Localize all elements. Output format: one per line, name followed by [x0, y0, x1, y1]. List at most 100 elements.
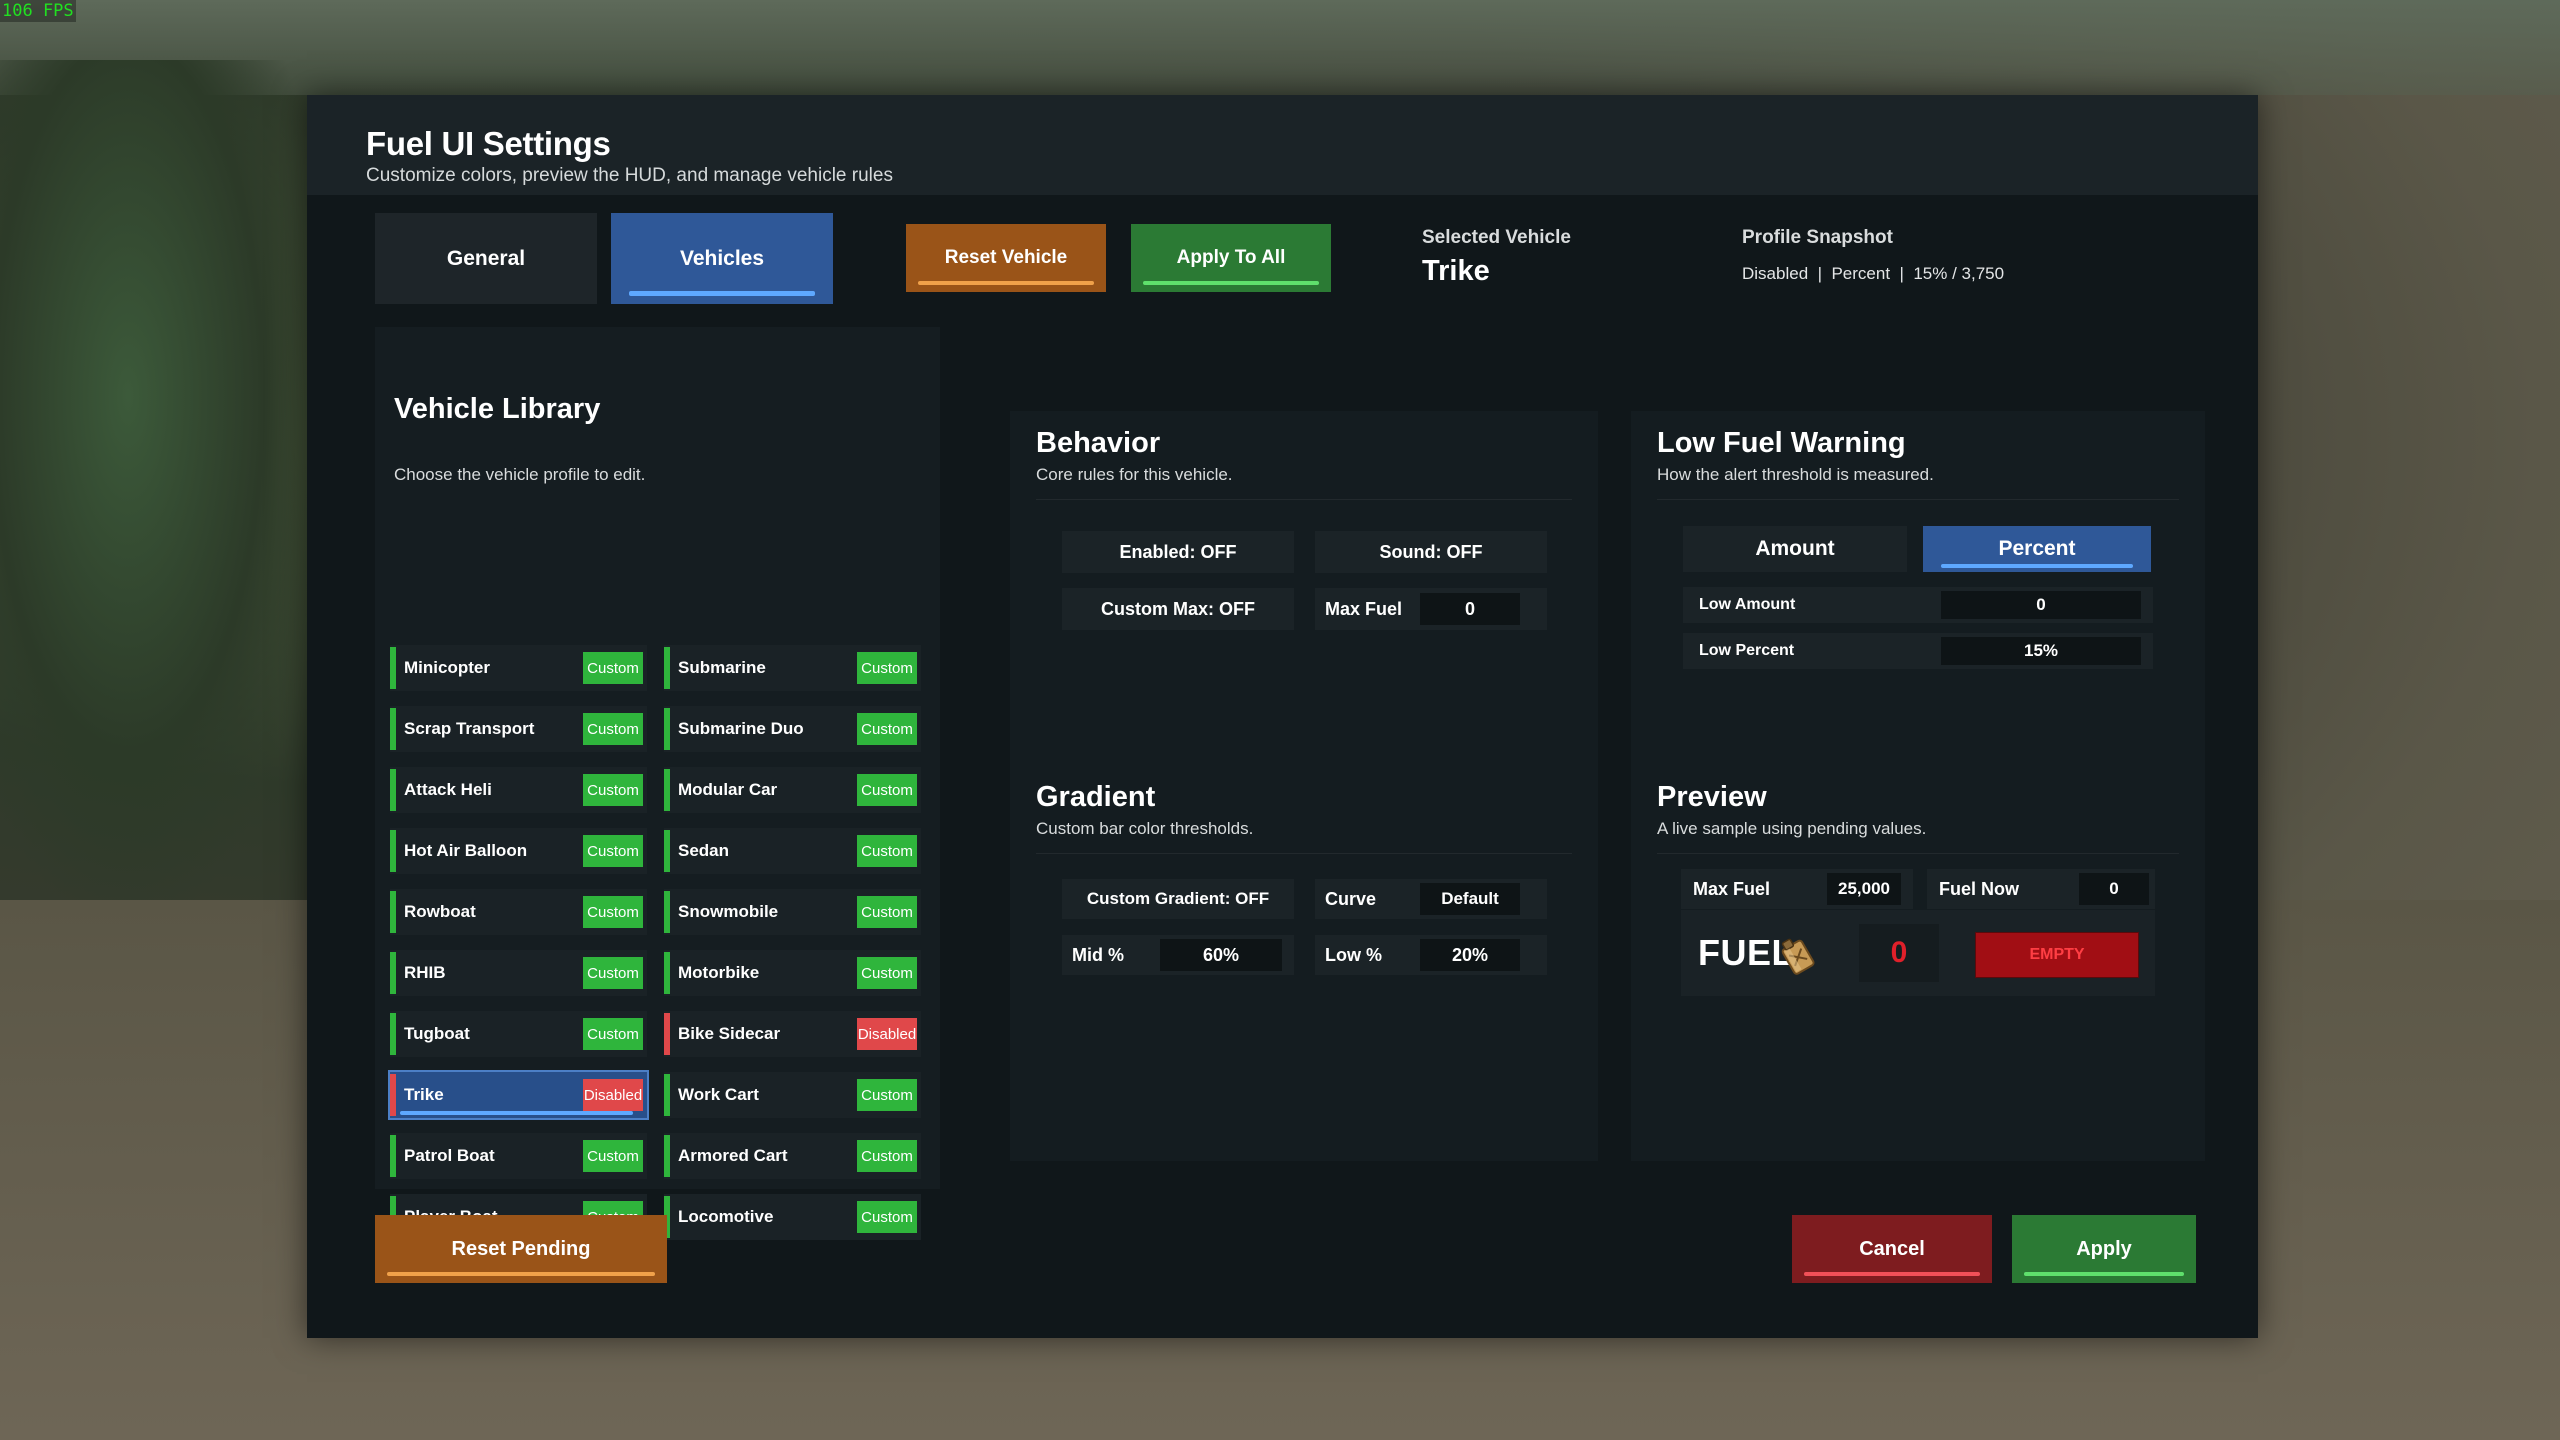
game-background-top: [0, 0, 2560, 95]
vehicle-item[interactable]: Sedan Custom: [664, 828, 921, 874]
mode-percent-button[interactable]: Percent: [1923, 526, 2151, 572]
vehicle-item[interactable]: Bike Sidecar Disabled: [664, 1011, 921, 1057]
mode-active-indicator: [1941, 564, 2133, 568]
vehicle-item[interactable]: Motorbike Custom: [664, 950, 921, 996]
fuel-hud-status-bar: EMPTY: [1975, 932, 2139, 978]
vehicle-status-bar: [664, 891, 670, 933]
vehicle-status-bar: [390, 952, 396, 994]
fps-counter: 106 FPS: [0, 0, 76, 22]
vehicle-item[interactable]: Snowmobile Custom: [664, 889, 921, 935]
vehicle-item[interactable]: Minicopter Custom: [390, 645, 647, 691]
vehicle-item[interactable]: Hot Air Balloon Custom: [390, 828, 647, 874]
divider: [1036, 853, 1572, 854]
panel-header: Fuel UI Settings Customize colors, previ…: [307, 95, 2258, 195]
vehicle-name: Sedan: [678, 841, 730, 860]
vehicle-status-badge: Custom: [857, 774, 917, 806]
apply-to-all-label: Apply To All: [1176, 247, 1286, 268]
gradient-card: Gradient Custom bar color thresholds. Cu…: [1010, 765, 1598, 1161]
button-underline: [387, 1272, 655, 1276]
vehicle-item[interactable]: Tugboat Custom: [390, 1011, 647, 1057]
profile-snapshot-label: Profile Snapshot: [1742, 227, 1893, 248]
vehicle-name: Attack Heli: [404, 780, 492, 799]
fuel-hud-preview: FUEL 0 EMPTY: [1681, 910, 2155, 996]
vehicle-name: Submarine: [678, 658, 766, 677]
vehicle-status-badge: Custom: [583, 652, 643, 684]
vehicle-status-badge: Custom: [857, 1140, 917, 1172]
mid-percent-label: Mid %: [1072, 944, 1124, 965]
divider: [1657, 853, 2179, 854]
vehicle-item[interactable]: Patrol Boat Custom: [390, 1133, 647, 1179]
custom-gradient-toggle[interactable]: Custom Gradient: OFF: [1062, 879, 1294, 919]
fuel-hud-value: 0: [1859, 924, 1939, 982]
preview-card: Preview A live sample using pending valu…: [1631, 765, 2205, 1161]
divider: [1036, 499, 1572, 500]
vehicle-status-bar: [664, 1013, 670, 1055]
vehicle-library-subtitle: Choose the vehicle profile to edit.: [394, 465, 646, 484]
preview-fuel-now-input[interactable]: 0: [2079, 873, 2149, 905]
vehicle-item[interactable]: Trike Disabled: [388, 1070, 649, 1120]
button-underline: [918, 281, 1094, 285]
vehicle-item[interactable]: Submarine Custom: [664, 645, 921, 691]
gradient-subtitle: Custom bar color thresholds.: [1036, 819, 1254, 838]
preview-subtitle: A live sample using pending values.: [1657, 819, 1927, 838]
vehicle-status-badge: Custom: [857, 713, 917, 745]
vehicle-name: Bike Sidecar: [678, 1024, 781, 1043]
custom-max-toggle[interactable]: Custom Max: OFF: [1062, 588, 1294, 630]
reset-pending-button[interactable]: Reset Pending: [375, 1215, 667, 1283]
behavior-card: Behavior Core rules for this vehicle. En…: [1010, 411, 1598, 797]
button-underline: [1804, 1272, 1980, 1276]
vehicle-name: RHIB: [404, 963, 446, 982]
vehicle-name: Snowmobile: [678, 902, 779, 921]
vehicle-name: Motorbike: [678, 963, 760, 982]
panel-title: Fuel UI Settings: [366, 125, 611, 162]
reset-vehicle-button[interactable]: Reset Vehicle: [906, 224, 1106, 292]
low-fuel-warning-card: Low Fuel Warning How the alert threshold…: [1631, 411, 2205, 797]
preview-fuel-now-label: Fuel Now: [1939, 878, 2019, 899]
vehicle-name: Trike: [404, 1085, 444, 1104]
curve-select[interactable]: Default: [1420, 883, 1520, 915]
vehicle-status-bar: [664, 1196, 670, 1238]
low-amount-label: Low Amount: [1699, 596, 1796, 613]
vehicle-item[interactable]: Scrap Transport Custom: [390, 706, 647, 752]
vehicle-item[interactable]: RHIB Custom: [390, 950, 647, 996]
apply-button[interactable]: Apply: [2012, 1215, 2196, 1283]
max-fuel-label: Max Fuel: [1325, 598, 1403, 619]
vehicle-status-badge: Custom: [583, 835, 643, 867]
mode-amount-button[interactable]: Amount: [1683, 526, 1907, 572]
mid-percent-input[interactable]: 60%: [1160, 939, 1282, 971]
behavior-title: Behavior: [1036, 427, 1161, 459]
vehicle-status-bar: [664, 1135, 670, 1177]
vehicle-name: Patrol Boat: [404, 1146, 495, 1165]
enabled-toggle[interactable]: Enabled: OFF: [1062, 531, 1294, 573]
vehicle-item[interactable]: Attack Heli Custom: [390, 767, 647, 813]
vehicle-item[interactable]: Work Cart Custom: [664, 1072, 921, 1118]
low-fuel-title: Low Fuel Warning: [1657, 427, 1906, 459]
vehicle-name: Work Cart: [678, 1085, 759, 1104]
game-background-tree: [0, 60, 320, 900]
vehicle-item[interactable]: Modular Car Custom: [664, 767, 921, 813]
custom-max-toggle-label: Custom Max: OFF: [1100, 598, 1255, 619]
apply-label: Apply: [2076, 1237, 2132, 1260]
tab-general[interactable]: General: [375, 213, 597, 304]
tab-vehicles[interactable]: Vehicles: [611, 213, 833, 304]
mode-percent-label: Percent: [1998, 537, 2076, 560]
vehicle-item[interactable]: Rowboat Custom: [390, 889, 647, 935]
vehicle-status-bar: [664, 769, 670, 811]
max-fuel-input[interactable]: 0: [1420, 593, 1520, 625]
vehicle-status-badge: Disabled: [583, 1079, 643, 1111]
vehicle-status-bar: [390, 1074, 396, 1116]
vehicle-item[interactable]: Submarine Duo Custom: [664, 706, 921, 752]
low-amount-input[interactable]: 0: [1941, 591, 2141, 619]
vehicle-status-bar: [390, 1013, 396, 1055]
sound-toggle[interactable]: Sound: OFF: [1315, 531, 1547, 573]
cancel-button[interactable]: Cancel: [1792, 1215, 1992, 1283]
apply-to-all-button[interactable]: Apply To All: [1131, 224, 1331, 292]
vehicle-item[interactable]: Locomotive Custom: [664, 1194, 921, 1240]
selected-vehicle-label: Selected Vehicle: [1422, 227, 1571, 248]
panel-subtitle: Customize colors, preview the HUD, and m…: [366, 165, 893, 186]
reset-pending-label: Reset Pending: [451, 1237, 591, 1260]
low-percent-gradient-input[interactable]: 20%: [1420, 939, 1520, 971]
low-percent-label: Low Percent: [1699, 642, 1795, 659]
low-percent-input[interactable]: 15%: [1941, 637, 2141, 665]
vehicle-item[interactable]: Armored Cart Custom: [664, 1133, 921, 1179]
